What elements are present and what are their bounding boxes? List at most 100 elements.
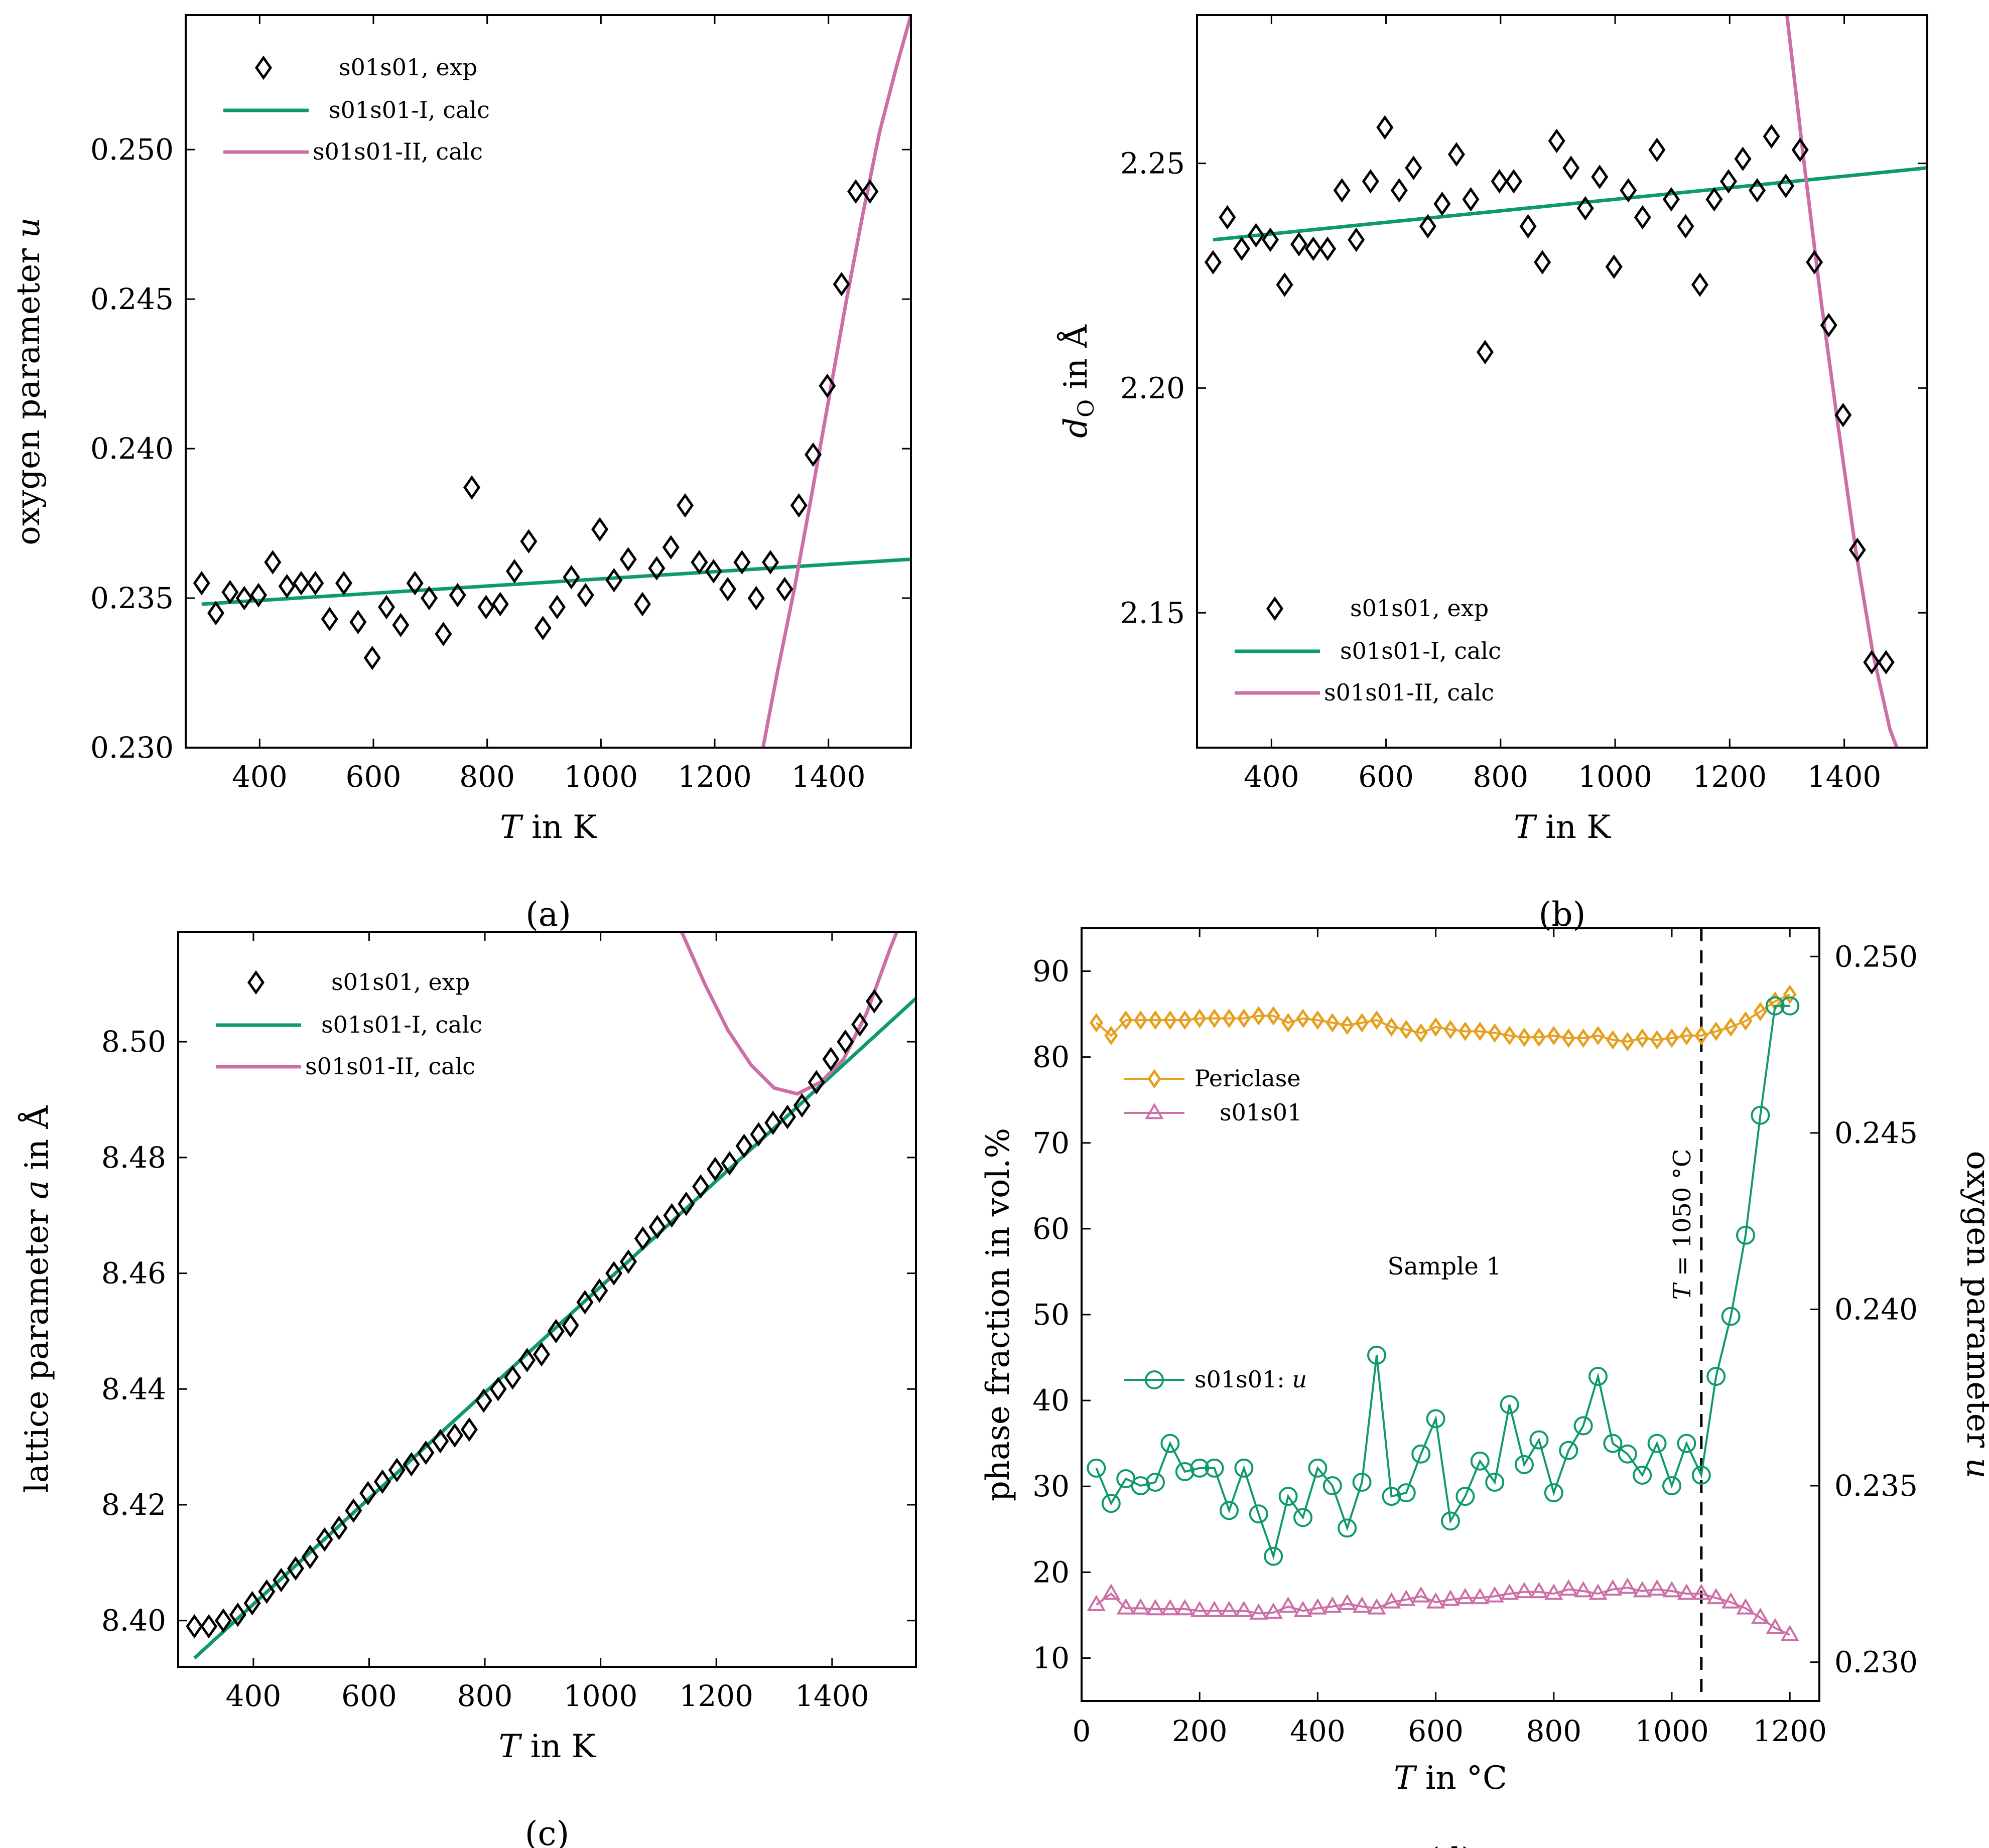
periclase-point (1576, 1028, 1590, 1048)
exp-point (677, 493, 694, 518)
x-axis-label: T in K (499, 1728, 596, 1765)
panel-b: 400 600 800 1000 1200 1400 2.15 2.20 2.25 s01s01,… (1057, 14, 1928, 934)
u-point (1500, 1395, 1519, 1414)
exp-point (1705, 187, 1723, 212)
series-line-0 (1096, 993, 1791, 1043)
exp-point (692, 1174, 710, 1199)
exp-point (229, 1602, 246, 1627)
exp-point (330, 1515, 348, 1540)
u-point (1426, 1409, 1445, 1429)
x-tick-label: 1200 (1753, 1714, 1827, 1748)
y-tick-label: 2.15 (1120, 596, 1185, 630)
periclase-point (1370, 1010, 1384, 1030)
plot-frame (185, 14, 912, 749)
exp-point (221, 580, 239, 605)
periclase-point (1340, 1015, 1354, 1035)
u-point (1322, 1476, 1342, 1496)
exp-point (1648, 137, 1666, 163)
y2-axis-text: oxygen parameter (1959, 1151, 1989, 1458)
s01s01-point (1573, 1581, 1593, 1598)
y-tick-label: 0.235 (90, 581, 174, 615)
exp-point (293, 571, 310, 596)
periclase-point (1325, 1013, 1340, 1033)
exp-point (533, 1342, 551, 1367)
legend-marker-periclase (1147, 1069, 1161, 1089)
exp-point (1376, 115, 1394, 140)
y-axis-unit: in Å (1057, 324, 1095, 399)
s01s01-point (1766, 1618, 1785, 1634)
u-point (1352, 1473, 1372, 1492)
y-axis-label: phase fraction in vol.% (980, 1128, 1017, 1501)
s01s01-point (1603, 1579, 1623, 1596)
exp-point (1505, 169, 1523, 194)
s01s01-point (1175, 1599, 1195, 1616)
y2-axis-var: u (1959, 1458, 1989, 1478)
legend-marker-s01s01 (1145, 1102, 1164, 1119)
u-point (1736, 1225, 1755, 1245)
x-tick-label: 600 (1408, 1714, 1464, 1748)
exp-point (619, 1249, 637, 1274)
y-axis-text: lattice parameter (19, 1199, 56, 1493)
y-tick-label: 0.230 (90, 731, 174, 765)
exp-point (1247, 223, 1265, 248)
s01s01-point (1441, 1590, 1460, 1606)
s01s01-point (1087, 1595, 1106, 1611)
exp-point (349, 610, 367, 635)
exp-point (1662, 187, 1680, 212)
x-tick-label: 800 (457, 1679, 513, 1713)
s01s01-point (1131, 1598, 1150, 1615)
u-point (1190, 1458, 1210, 1478)
s01s01-point (1278, 1596, 1298, 1613)
u-point (1220, 1501, 1239, 1520)
legend-marker-u (1145, 1370, 1164, 1389)
exp-point (1419, 214, 1436, 239)
y-axis-var: a (19, 1180, 56, 1199)
panel-caption: (a) (525, 895, 571, 934)
u-point (1101, 1494, 1121, 1513)
periclase-point (1739, 1011, 1753, 1031)
exp-point (1304, 236, 1322, 261)
periclase-point (1089, 1013, 1103, 1033)
exp-point (605, 567, 623, 593)
y-tick-label: 8.46 (101, 1256, 166, 1291)
periclase-point (1443, 1020, 1457, 1040)
u-point (1470, 1451, 1490, 1471)
plot-area (1204, 15, 1927, 748)
y-tick-label: 10 (1032, 1641, 1070, 1675)
u-point (1691, 1465, 1711, 1485)
exp-point (851, 1012, 869, 1037)
u-point (1382, 1487, 1401, 1506)
x-tick-label: 600 (346, 760, 402, 794)
x-tick-label: 400 (226, 1679, 282, 1713)
s01s01-point (1293, 1601, 1312, 1617)
exp-point (1390, 178, 1408, 203)
exp-point (373, 1469, 391, 1494)
exp-point (805, 442, 822, 467)
x-tick-label: 1200 (679, 1679, 753, 1713)
exp-point (214, 1608, 232, 1633)
calc-I-line (1213, 166, 1927, 242)
legend-label-calc-I: s01s01-I, calc (321, 1011, 482, 1038)
exp-point (591, 1278, 608, 1303)
calc-II-line (680, 932, 899, 1096)
s01s01-point (1382, 1592, 1401, 1609)
periclase-point (1429, 1017, 1443, 1037)
exp-point (186, 1614, 203, 1639)
legend-label-periclase: Periclase (1195, 1065, 1301, 1092)
periclase-point (1547, 1026, 1561, 1046)
exp-point (518, 1348, 536, 1372)
exp-point (576, 1290, 594, 1315)
exp-point (735, 1133, 753, 1159)
s01s01-point (1662, 1581, 1681, 1598)
y2-tick-label: 0.245 (1834, 1116, 1918, 1150)
y-tick-label: 70 (1032, 1126, 1070, 1160)
exp-point (491, 592, 509, 617)
s01s01-point (1116, 1598, 1135, 1615)
x-tick-label: 800 (459, 760, 515, 794)
legend: s01s01, exp s01s01-I, calc s01s01-II, calc (1235, 595, 1501, 706)
s01s01-point (1647, 1579, 1667, 1596)
exp-point (1734, 147, 1752, 171)
y-tick-label: 50 (1032, 1298, 1070, 1332)
u-point (1647, 1434, 1667, 1453)
